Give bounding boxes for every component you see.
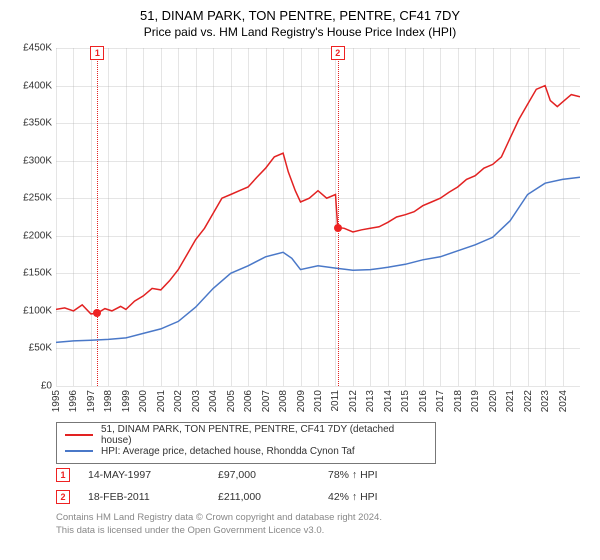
y-tick-label: £150K: [4, 268, 52, 279]
sale-price: £211,000: [218, 491, 328, 503]
sale-dot-icon: [93, 309, 101, 317]
legend-label: HPI: Average price, detached house, Rhon…: [101, 446, 355, 457]
x-tick-label: 1995: [51, 390, 62, 412]
x-tick-label: 2015: [400, 390, 411, 412]
attribution-line1: Contains HM Land Registry data © Crown c…: [56, 512, 382, 525]
sale-date: 14-MAY-1997: [88, 469, 218, 481]
sale-date: 18-FEB-2011: [88, 491, 218, 503]
x-tick-label: 2020: [488, 390, 499, 412]
y-tick-label: £300K: [4, 155, 52, 166]
x-tick-label: 2003: [191, 390, 202, 412]
x-tick-label: 2018: [453, 390, 464, 412]
table-row: 2 18-FEB-2011 £211,000 42% ↑ HPI: [56, 486, 438, 508]
legend-swatch: [65, 450, 93, 452]
x-tick-label: 2000: [138, 390, 149, 412]
sale-index-box: 1: [56, 468, 70, 482]
x-tick-label: 1997: [86, 390, 97, 412]
y-tick-label: £200K: [4, 230, 52, 241]
table-row: 1 14-MAY-1997 £97,000 78% ↑ HPI: [56, 464, 438, 486]
y-tick-label: £450K: [4, 43, 52, 54]
x-tick-label: 2022: [523, 390, 534, 412]
sale-delta: 42% ↑ HPI: [328, 491, 438, 503]
x-tick-label: 2007: [261, 390, 272, 412]
x-tick-label: 2008: [278, 390, 289, 412]
x-tick-label: 2021: [505, 390, 516, 412]
y-tick-label: £250K: [4, 193, 52, 204]
chart-plot-area: £0£50K£100K£150K£200K£250K£300K£350K£400…: [56, 48, 580, 386]
x-tick-label: 2006: [243, 390, 254, 412]
chart-container: 51, DINAM PARK, TON PENTRE, PENTRE, CF41…: [0, 0, 600, 560]
attribution-text: Contains HM Land Registry data © Crown c…: [56, 512, 382, 538]
x-tick-label: 1996: [68, 390, 79, 412]
x-tick-label: 2023: [540, 390, 551, 412]
chart-title: 51, DINAM PARK, TON PENTRE, PENTRE, CF41…: [0, 8, 600, 23]
sale-index-box: 2: [56, 490, 70, 504]
x-tick-label: 1999: [121, 390, 132, 412]
line-series-svg: [56, 48, 580, 386]
x-tick-label: 2013: [365, 390, 376, 412]
sale-delta: 78% ↑ HPI: [328, 469, 438, 481]
x-tick-label: 2012: [348, 390, 359, 412]
y-tick-label: £100K: [4, 305, 52, 316]
x-tick-label: 2016: [418, 390, 429, 412]
title-block: 51, DINAM PARK, TON PENTRE, PENTRE, CF41…: [0, 0, 600, 45]
x-tick-label: 2024: [558, 390, 569, 412]
sale-dot-icon: [334, 224, 342, 232]
x-tick-label: 2019: [470, 390, 481, 412]
x-tick-label: 1998: [103, 390, 114, 412]
sale-marker-box: 1: [90, 46, 104, 60]
y-tick-label: £350K: [4, 118, 52, 129]
chart-subtitle: Price paid vs. HM Land Registry's House …: [0, 25, 600, 39]
x-tick-label: 2004: [208, 390, 219, 412]
x-tick-label: 2009: [296, 390, 307, 412]
attribution-line2: This data is licensed under the Open Gov…: [56, 525, 382, 538]
x-tick-label: 2001: [156, 390, 167, 412]
x-tick-label: 2005: [226, 390, 237, 412]
sale-price: £97,000: [218, 469, 328, 481]
x-tick-label: 2002: [173, 390, 184, 412]
legend-label: 51, DINAM PARK, TON PENTRE, PENTRE, CF41…: [101, 424, 427, 446]
sale-marker-box: 2: [331, 46, 345, 60]
legend: 51, DINAM PARK, TON PENTRE, PENTRE, CF41…: [56, 422, 436, 464]
sales-table: 1 14-MAY-1997 £97,000 78% ↑ HPI 2 18-FEB…: [56, 464, 438, 508]
y-tick-label: £50K: [4, 343, 52, 354]
x-tick-label: 2010: [313, 390, 324, 412]
legend-item: 51, DINAM PARK, TON PENTRE, PENTRE, CF41…: [65, 427, 427, 443]
y-tick-label: £0: [4, 381, 52, 392]
y-tick-label: £400K: [4, 80, 52, 91]
x-tick-label: 2011: [330, 390, 341, 412]
x-tick-label: 2014: [383, 390, 394, 412]
legend-swatch: [65, 434, 93, 436]
x-tick-label: 2017: [435, 390, 446, 412]
